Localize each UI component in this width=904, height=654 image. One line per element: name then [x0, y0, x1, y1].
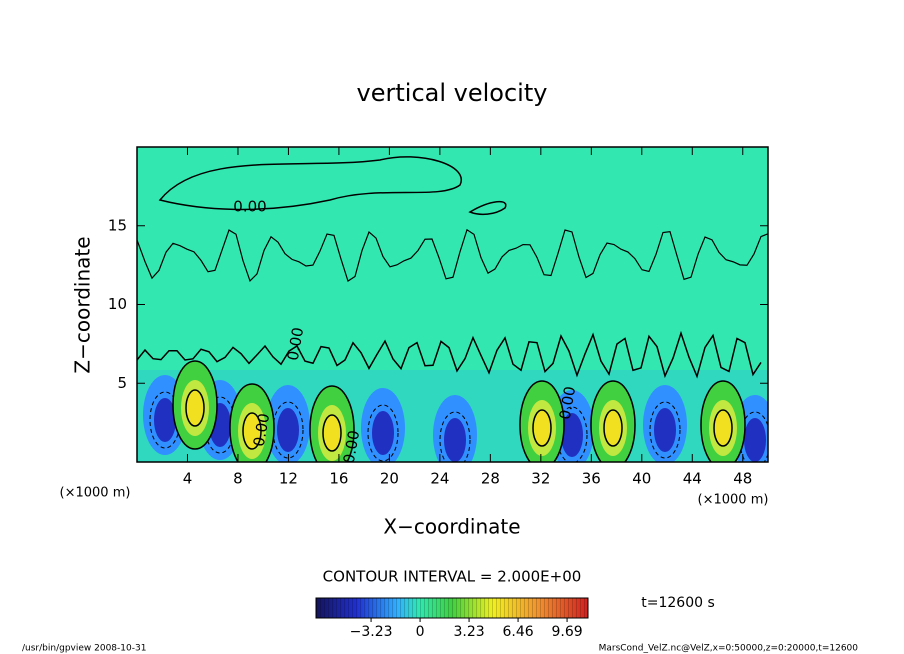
- x-tick-label: 48: [733, 470, 752, 488]
- contour-label: 0.00: [233, 198, 266, 216]
- time-label: t=12600 s: [641, 595, 715, 611]
- x-tick-label: 4: [183, 470, 193, 488]
- warm-core: [324, 416, 340, 450]
- cold-core: [444, 418, 466, 462]
- colorbar-tick-label: 9.69: [551, 624, 582, 640]
- warm-core: [605, 411, 621, 445]
- x-tick-label: 40: [632, 470, 651, 488]
- x-unit-label: (×1000 m): [60, 486, 131, 501]
- colorbar-tick-label: 6.46: [502, 624, 533, 640]
- x-axis-label: X−coordinate: [383, 515, 520, 539]
- x-tick-label: 24: [430, 470, 449, 488]
- footer-left: /usr/bin/gpview 2008-10-31: [22, 644, 146, 654]
- contour-line: [519, 380, 565, 462]
- contour-line: [713, 409, 733, 447]
- contour-label: 0.00: [284, 326, 308, 362]
- contour-line: [137, 330, 762, 379]
- contour-line: [556, 406, 588, 462]
- contour-line: [185, 389, 205, 427]
- contour-line: [172, 360, 218, 450]
- contour-line: [649, 401, 681, 459]
- y-tick-label: 15: [108, 216, 127, 234]
- x-tick-label: 28: [481, 470, 500, 488]
- contour-line: [439, 411, 471, 462]
- x-tick-label: 36: [582, 470, 601, 488]
- contour-line: [700, 380, 746, 462]
- x-tick-label: 16: [329, 470, 348, 488]
- warm-core: [187, 391, 203, 425]
- cold-core: [561, 413, 583, 457]
- contour-line: [322, 414, 342, 452]
- colorbar-tick-label: −3.23: [350, 624, 393, 640]
- cold-core: [277, 408, 299, 452]
- x-tick-label: 12: [279, 470, 298, 488]
- x-tick-label: 20: [380, 470, 399, 488]
- contour-line: [158, 156, 463, 211]
- y-axis-label: Z−coordinate: [71, 236, 95, 373]
- footer-right: MarsCond_VelZ.nc@VelZ,x=0:50000,z=0:2000…: [599, 644, 859, 654]
- contour-line: [309, 385, 355, 462]
- contour-line: [242, 412, 262, 450]
- colorbar-tick-label: 3.23: [453, 624, 484, 640]
- colorbar-stripes: [316, 598, 588, 618]
- contour-line: [590, 380, 636, 462]
- contour-interval: CONTOUR INTERVAL = 2.000E+00: [323, 568, 582, 586]
- warm-core: [715, 411, 731, 445]
- contour-line: [367, 404, 399, 462]
- contour-label: 0.00: [340, 429, 364, 465]
- cold-core: [372, 411, 394, 455]
- contour-line: [229, 383, 275, 462]
- chart-title: vertical velocity: [357, 79, 548, 107]
- warm-core: [534, 411, 550, 445]
- contour-line: [137, 228, 768, 283]
- x-tick-label: 8: [233, 470, 243, 488]
- contour-line: [603, 409, 623, 447]
- warm-core: [244, 414, 260, 448]
- colorbar-tick-label: 0: [416, 624, 425, 640]
- cold-core: [654, 408, 676, 452]
- x-tick-label: 32: [531, 470, 550, 488]
- cold-core: [744, 418, 766, 462]
- y-tick-label: 5: [117, 374, 127, 392]
- contour-line: [532, 409, 552, 447]
- y-tick-label: 10: [108, 295, 127, 313]
- contour-label: 0.00: [556, 385, 580, 421]
- contour-label: 0.00: [250, 412, 274, 448]
- contour-line: [272, 401, 304, 459]
- x-unit-label: (×1000 m): [698, 493, 769, 508]
- cold-core: [154, 398, 176, 442]
- contour-line: [468, 200, 507, 216]
- x-tick-label: 44: [683, 470, 702, 488]
- field: [137, 147, 768, 462]
